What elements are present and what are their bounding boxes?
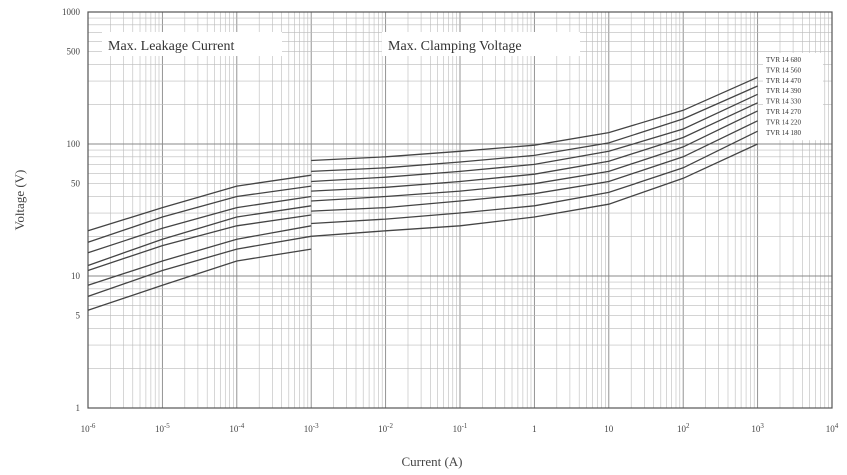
- legend-entry: TVR 14 390: [766, 87, 802, 95]
- leakage-curve: [87, 225, 312, 286]
- curves: [87, 76, 758, 311]
- leakage-label-bg: [102, 32, 282, 56]
- legend-entry: TVR 14 180: [766, 129, 802, 137]
- leakage-curve: [87, 205, 312, 267]
- legend-background: [763, 53, 823, 141]
- y-tick-label: 100: [67, 139, 81, 149]
- y-tick-label: 10: [71, 271, 81, 281]
- y-axis-title: Voltage (V): [12, 170, 27, 231]
- x-tick-label: 104: [826, 422, 839, 434]
- x-axis-title: Current (A): [401, 454, 462, 469]
- clamping-label-bg: [382, 32, 580, 56]
- y-tick-labels: 1 5 10 50 100 500 1000: [62, 7, 81, 413]
- grid: [87, 12, 832, 409]
- clamping-curve: [311, 76, 758, 162]
- legend-entry: TVR 14 680: [766, 56, 802, 64]
- legend: TVR 14 680 TVR 14 560 TVR 14 470 TVR 14 390…: [763, 53, 823, 141]
- x-tick-label: 1: [532, 424, 537, 434]
- plot-frame: [87, 11, 833, 409]
- x-tick-label: 10-6: [81, 422, 96, 434]
- legend-entry: TVR 14 470: [766, 77, 802, 85]
- legend-entry: TVR 14 330: [766, 98, 802, 106]
- x-tick-label: 10-2: [378, 422, 393, 434]
- x-tick-label: 10-3: [304, 422, 319, 434]
- clamping-curve: [311, 93, 758, 183]
- x-tick-label: 10-1: [453, 422, 468, 434]
- legend-entry: TVR 14 270: [766, 108, 802, 116]
- x-tick-labels: 10-6 10-5 10-4 10-3 10-2 10-1 1 10 102 103 104: [81, 422, 839, 434]
- x-tick-label: 10-4: [229, 422, 244, 434]
- y-tick-label: 500: [67, 47, 81, 57]
- region-labels: Max. Leakage Current Max. Clamping Volta…: [102, 32, 580, 56]
- clamping-curve: [311, 85, 758, 173]
- leakage-region-label: Max. Leakage Current: [108, 39, 234, 54]
- leakage-curve: [87, 214, 312, 272]
- y-tick-label: 50: [71, 179, 81, 189]
- legend-entry: TVR 14 560: [766, 66, 802, 74]
- clamping-curve: [311, 143, 758, 237]
- leakage-curve: [87, 174, 312, 232]
- clamping-curve: [311, 130, 758, 225]
- clamping-curve: [311, 120, 758, 212]
- legend-entry: TVR 14 220: [766, 118, 802, 126]
- leakage-curve: [87, 235, 312, 298]
- y-tick-label: 5: [76, 311, 81, 321]
- x-tick-label: 103: [751, 422, 764, 434]
- leakage-curve: [87, 185, 312, 243]
- leakage-curve: [87, 248, 312, 311]
- clamping-curve: [311, 102, 758, 192]
- x-tick-label: 102: [677, 422, 690, 434]
- y-tick-label: 1: [76, 403, 81, 413]
- leakage-curve: [87, 195, 312, 254]
- y-tick-label: 1000: [62, 7, 81, 17]
- clamping-region-label: Max. Clamping Voltage: [388, 39, 522, 54]
- clamping-curve: [311, 110, 758, 202]
- x-tick-label: 10: [604, 424, 614, 434]
- x-tick-label: 10-5: [155, 422, 170, 434]
